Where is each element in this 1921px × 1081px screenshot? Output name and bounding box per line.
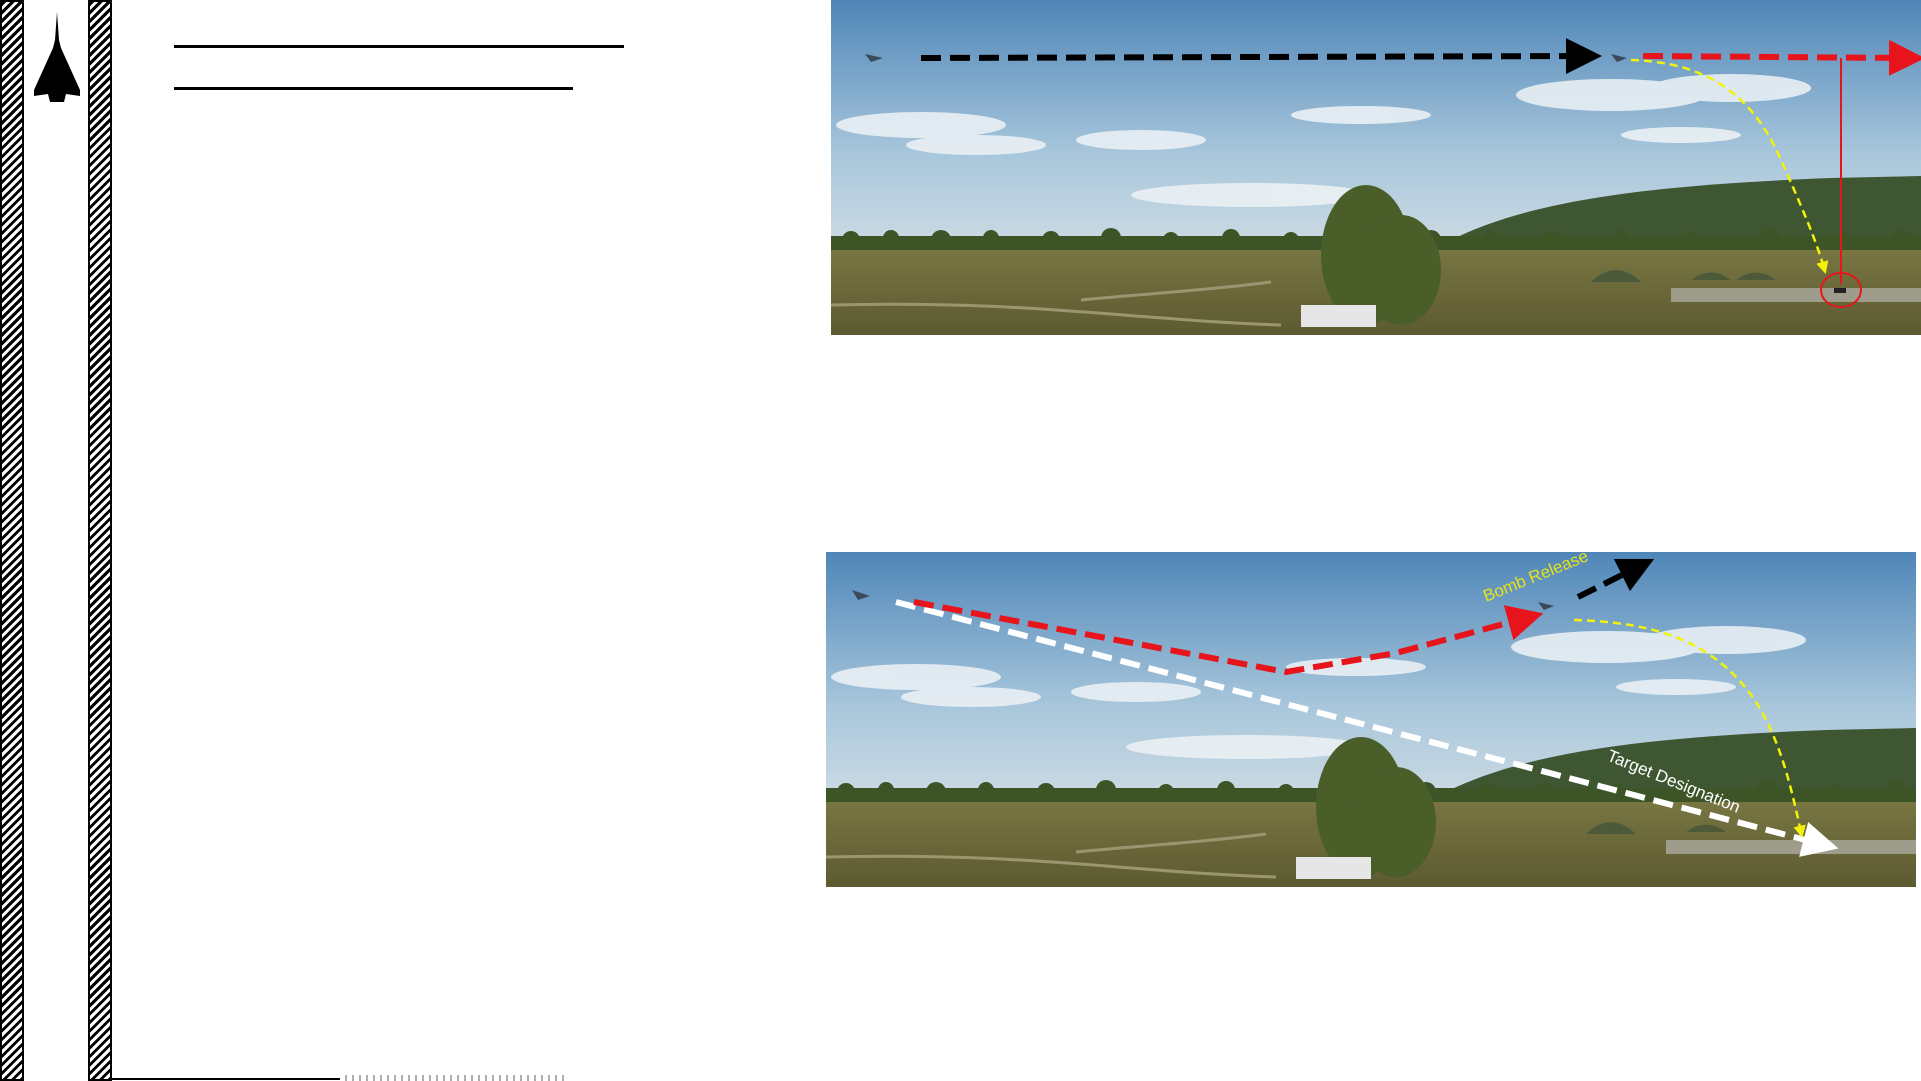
footer-line [112,1078,340,1080]
level-bombing-diagram [831,0,1921,335]
left-hatched-rail [0,0,24,1081]
hangars [1591,270,1776,282]
hangars [1586,822,1726,834]
clouds [836,74,1811,207]
jet-release [1538,602,1554,610]
bomb-trajectory [1573,618,1806,839]
release-flight-path [1642,39,1921,76]
egress-path [1576,558,1655,600]
large-tree [1321,185,1441,325]
delta-wing-jet-icon [34,12,80,102]
jet-start [852,590,870,600]
heading-underline-2 [174,87,573,90]
level-flight-path [920,38,1602,75]
hill [1446,728,1916,807]
dirt-road [826,832,1277,879]
hill [1451,176,1921,255]
target-circle [1820,272,1862,308]
footer-ticks [345,1075,565,1081]
jet-start [865,54,883,62]
target-designation-line [895,599,1839,857]
attack-flight-path [913,599,1544,676]
target-vehicle [1834,288,1846,293]
runway [1671,288,1921,302]
house [1301,305,1376,327]
runway [1666,840,1916,854]
jet-release [1611,54,1627,62]
large-tree [1316,737,1436,877]
house [1296,857,1371,879]
clouds [831,626,1806,759]
right-hatched-rail [88,0,112,1081]
heading-underline-1 [174,45,624,48]
designation-bombing-diagram: Bomb Release Target Designation [826,552,1916,887]
bomb-trajectory [1630,58,1829,275]
dirt-road [831,280,1282,327]
